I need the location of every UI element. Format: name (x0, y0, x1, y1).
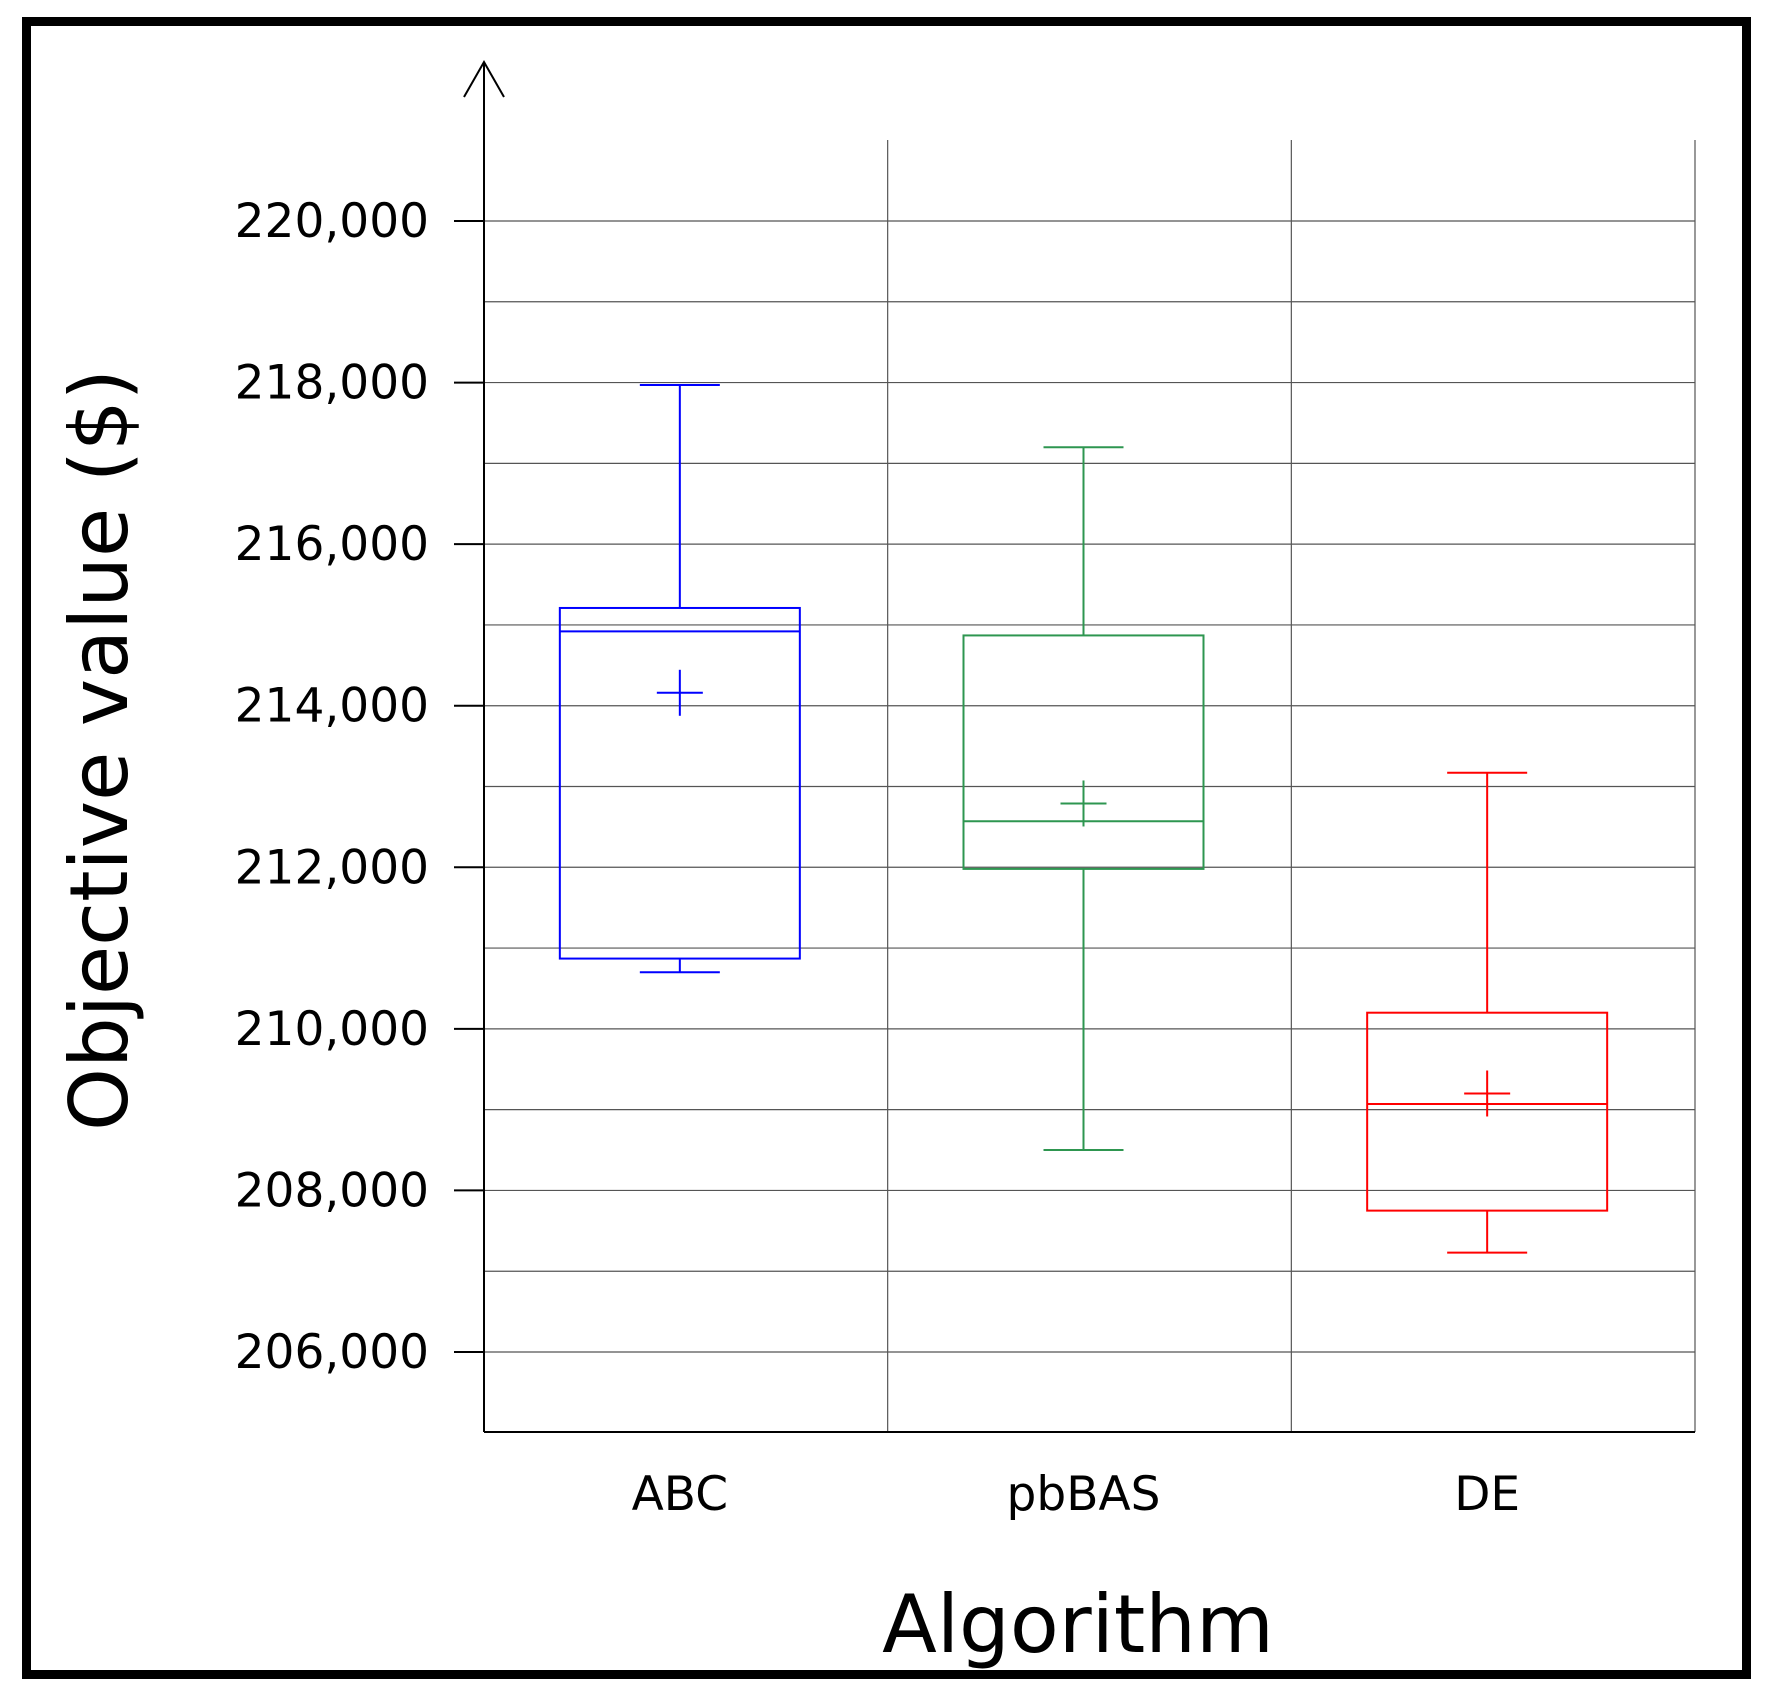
x-category-label: ABC (632, 1467, 728, 1522)
y-tick-label: 216,000 (235, 517, 429, 572)
interquartile-box (962, 634, 1205, 870)
y-tick-label: 212,000 (235, 840, 429, 895)
y-tick-label: 210,000 (235, 1002, 429, 1057)
x-category-label: pbBAS (1007, 1467, 1161, 1522)
y-tick-label: 208,000 (235, 1163, 429, 1218)
y-tick-label: 214,000 (235, 679, 429, 734)
y-tick-label: 218,000 (235, 356, 429, 411)
axis-layer (463, 59, 1695, 1433)
box-layer (558, 383, 1609, 1254)
figure-frame (22, 17, 1751, 1679)
box-abc (558, 383, 801, 974)
y-tick-label: 206,000 (235, 1325, 429, 1380)
x-category-label: DE (1454, 1467, 1520, 1522)
x-axis-title: Algorithm (882, 1578, 1274, 1671)
y-tick-label: 220,000 (235, 194, 429, 249)
y-axis-title: Objective value ($) (53, 369, 146, 1131)
box-pbbas (962, 446, 1205, 1152)
interquartile-box (558, 606, 801, 960)
interquartile-box (1366, 1011, 1609, 1212)
grid-layer (454, 140, 1696, 1432)
y-axis-arrow-icon (463, 59, 505, 98)
box-de (1366, 771, 1609, 1254)
label-layer: Algorithm Objective value ($) 206,000 208… (53, 194, 1520, 1671)
